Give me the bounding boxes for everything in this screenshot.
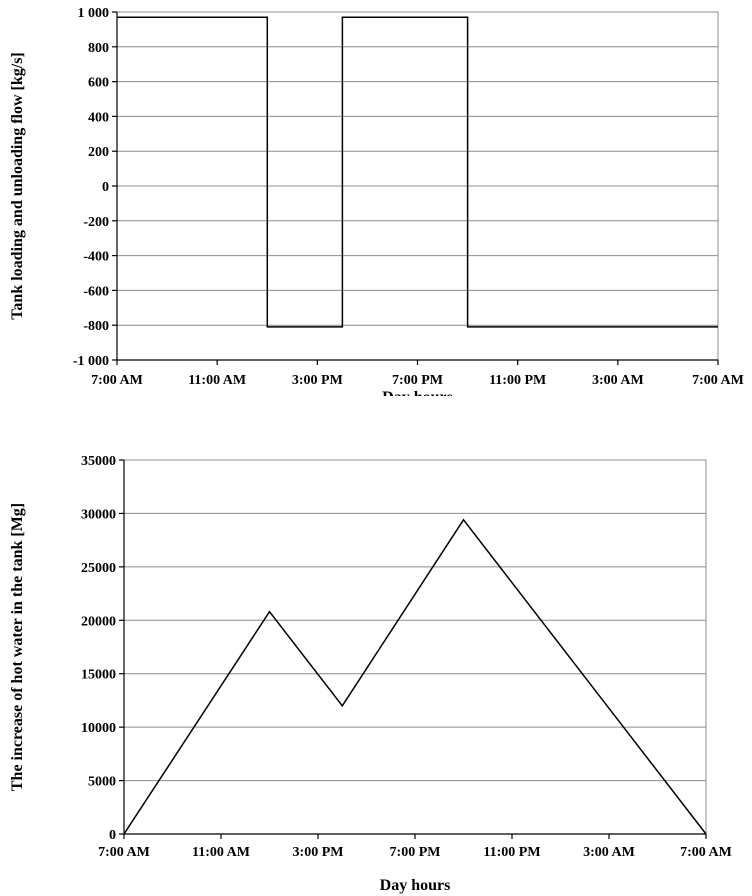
x-tick-label: 7:00 AM <box>91 373 143 388</box>
y-axis-title: Tank loading and unloading flow [kg/s] <box>9 52 26 320</box>
series-line <box>117 16 718 328</box>
x-tick-label: 7:00 AM <box>98 845 150 860</box>
plot-frame <box>123 459 707 835</box>
x-tick-label: 3:00 AM <box>583 845 635 860</box>
x-axis-title: Day hours <box>380 877 451 894</box>
series-line <box>123 518 707 835</box>
y-tick-label: 800 <box>88 41 109 56</box>
y-tick-label: -1 000 <box>73 354 109 369</box>
x-axis-title: Day hours <box>382 389 453 396</box>
y-tick-label: 15000 <box>81 668 116 683</box>
y-tick-label: 600 <box>88 76 109 91</box>
hot-water-chart: 35000 30000 25000 20000 15000 10000 5000 0 7:00 … <box>9 454 732 894</box>
y-tick-label: 25000 <box>81 561 116 576</box>
flow-chart: 1 000 800 600 400 200 0 -200 -400 -600 -800 -1 000… <box>9 6 744 396</box>
y-axis-title: The increase of hot water in the tank [M… <box>9 503 26 791</box>
x-tick-label: 7:00 PM <box>392 373 443 388</box>
y-tick-label: 10000 <box>81 721 116 736</box>
y-tick-label: 30000 <box>81 507 116 522</box>
y-tick-label: 400 <box>88 110 109 125</box>
y-tick-label: -400 <box>83 250 109 265</box>
x-tick-label: 7:00 AM <box>680 845 732 860</box>
y-tick-label: -800 <box>83 319 109 334</box>
x-tick-label: 11:00 PM <box>489 373 546 388</box>
x-tick-label: 3:00 PM <box>293 845 344 860</box>
x-tick-label: 3:00 AM <box>592 373 644 388</box>
y-tick-label: -600 <box>83 284 109 299</box>
x-tick-label: 11:00 AM <box>188 373 246 388</box>
x-tick-label: 11:00 PM <box>483 845 540 860</box>
y-tick-label: 0 <box>102 180 109 195</box>
x-tick-label: 7:00 PM <box>390 845 441 860</box>
y-tick-label: 20000 <box>81 614 116 629</box>
y-tick-label: 200 <box>88 145 109 160</box>
x-tick-label: 11:00 AM <box>192 845 250 860</box>
x-tick-label: 3:00 PM <box>292 373 343 388</box>
y-tick-label: 1 000 <box>78 6 110 21</box>
x-tick-label: 7:00 AM <box>692 373 744 388</box>
y-tick-label: -200 <box>83 215 109 230</box>
y-tick-label: 5000 <box>88 775 116 790</box>
y-tick-label: 0 <box>109 828 116 843</box>
y-tick-label: 35000 <box>81 454 116 469</box>
